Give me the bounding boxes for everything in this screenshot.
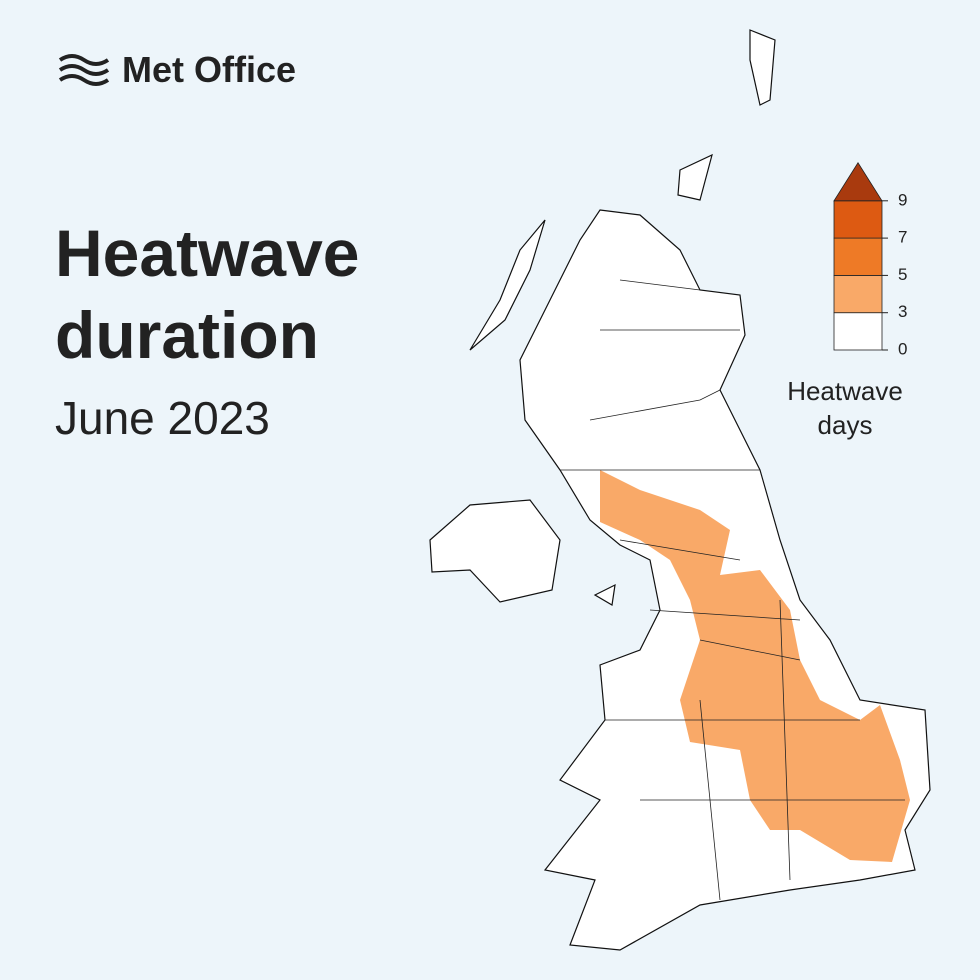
legend-tick-label: 0 (898, 339, 907, 358)
legend-tick-label: 7 (898, 228, 907, 247)
title-line: Heatwave (55, 216, 360, 290)
logo-text: Met Office (122, 49, 296, 90)
legend-tick-label: 5 (898, 265, 907, 284)
legend-title: Heatwave (787, 376, 903, 406)
legend-tick-label: 3 (898, 302, 907, 321)
legend-bin (833, 237, 883, 276)
logo-mark (58, 54, 110, 86)
region-borders (560, 279, 905, 901)
northern-ireland (429, 499, 561, 603)
subtitle: June 2023 (55, 392, 270, 444)
legend-title: days (818, 410, 873, 440)
legend-bin (833, 312, 883, 351)
legend-tick-label: 9 (898, 190, 907, 209)
legend-bin (833, 200, 883, 239)
title-line: duration (55, 298, 319, 372)
legend: 0 3 5 7 9 (833, 162, 907, 358)
heat-area (600, 470, 910, 862)
islands (469, 29, 776, 606)
legend-arrow (833, 162, 883, 202)
legend-bin (833, 274, 883, 314)
map (429, 29, 931, 951)
